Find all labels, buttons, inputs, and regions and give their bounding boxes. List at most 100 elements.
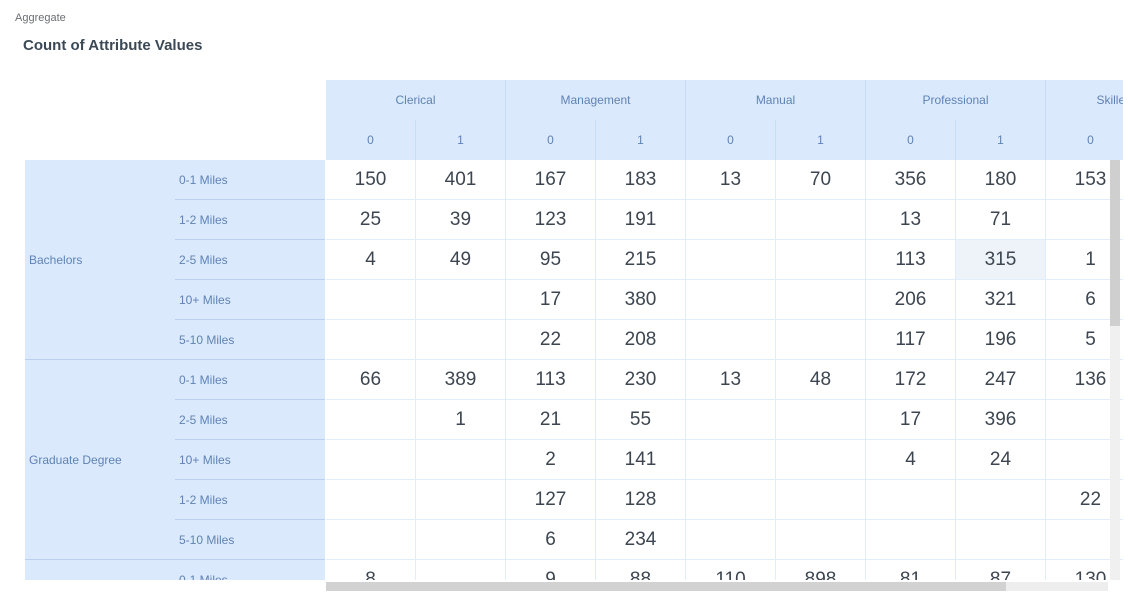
data-cell[interactable]: 39	[416, 200, 506, 240]
data-cell[interactable]	[776, 280, 866, 320]
data-cell[interactable]	[416, 520, 506, 560]
data-cell[interactable]: 167	[506, 160, 596, 200]
data-cell[interactable]: 247	[956, 360, 1046, 400]
data-cell[interactable]: 191	[596, 200, 686, 240]
subcolumn-header[interactable]: 1	[776, 120, 866, 160]
row-header[interactable]: 2-5 Miles	[175, 400, 325, 440]
data-cell[interactable]	[686, 400, 776, 440]
data-cell[interactable]	[866, 520, 956, 560]
data-cell[interactable]: 380	[596, 280, 686, 320]
data-cell[interactable]: 17	[506, 280, 596, 320]
data-cell[interactable]	[326, 520, 416, 560]
data-cell[interactable]: 21	[506, 400, 596, 440]
data-cell[interactable]: 898	[776, 560, 866, 580]
data-cell[interactable]: 196	[956, 320, 1046, 360]
row-header[interactable]: 1-2 Miles	[175, 480, 325, 520]
data-cell[interactable]: 183	[596, 160, 686, 200]
data-cell[interactable]: 113	[506, 360, 596, 400]
data-cell[interactable]: 401	[416, 160, 506, 200]
data-cell[interactable]: 130	[1046, 560, 1123, 580]
data-cell[interactable]: 87	[956, 560, 1046, 580]
data-cell[interactable]	[776, 480, 866, 520]
data-cell[interactable]: 4	[326, 240, 416, 280]
data-cell[interactable]: 230	[596, 360, 686, 400]
data-cell[interactable]	[416, 320, 506, 360]
data-cell[interactable]: 2	[506, 440, 596, 480]
subcolumn-header[interactable]: 0	[506, 120, 596, 160]
data-cell[interactable]: 95	[506, 240, 596, 280]
data-cell[interactable]: 150	[326, 160, 416, 200]
data-cell[interactable]: 128	[596, 480, 686, 520]
data-cell[interactable]	[686, 440, 776, 480]
data-cell[interactable]: 48	[776, 360, 866, 400]
horizontal-scroll-thumb[interactable]	[326, 582, 1006, 591]
data-cell[interactable]: 123	[506, 200, 596, 240]
data-cell[interactable]: 13	[686, 160, 776, 200]
data-cell[interactable]: 25	[326, 200, 416, 240]
column-header-2[interactable]: Manual	[686, 80, 866, 120]
data-cell[interactable]	[776, 520, 866, 560]
row-group-header[interactable]	[25, 560, 175, 580]
data-cell[interactable]: 356	[866, 160, 956, 200]
data-cell[interactable]	[776, 440, 866, 480]
subcolumn-header[interactable]: 0	[866, 120, 956, 160]
row-group-header[interactable]: Bachelors	[25, 160, 175, 360]
data-cell[interactable]: 234	[596, 520, 686, 560]
data-cell[interactable]: 4	[866, 440, 956, 480]
data-cell[interactable]: 24	[956, 440, 1046, 480]
row-header[interactable]: 10+ Miles	[175, 280, 325, 320]
data-cell[interactable]: 71	[956, 200, 1046, 240]
row-header[interactable]: 5-10 Miles	[175, 520, 325, 560]
data-cell[interactable]: 49	[416, 240, 506, 280]
data-cell[interactable]: 117	[866, 320, 956, 360]
subcolumn-header[interactable]: 1	[416, 120, 506, 160]
data-cell[interactable]	[956, 480, 1046, 520]
data-cell[interactable]: 9	[506, 560, 596, 580]
row-header[interactable]: 0-1 Miles	[175, 360, 325, 400]
data-cell[interactable]: 13	[866, 200, 956, 240]
data-cell[interactable]	[686, 280, 776, 320]
data-cell[interactable]	[326, 280, 416, 320]
row-header[interactable]: 5-10 Miles	[175, 320, 325, 360]
data-cell[interactable]	[686, 520, 776, 560]
data-cell[interactable]	[776, 320, 866, 360]
data-cell[interactable]: 141	[596, 440, 686, 480]
data-cell[interactable]: 17	[866, 400, 956, 440]
data-cell[interactable]	[776, 400, 866, 440]
data-cell[interactable]: 396	[956, 400, 1046, 440]
data-cell[interactable]	[416, 480, 506, 520]
data-cell[interactable]: 6	[506, 520, 596, 560]
data-cell[interactable]: 208	[596, 320, 686, 360]
data-cell[interactable]: 113	[866, 240, 956, 280]
data-cell[interactable]: 110	[686, 560, 776, 580]
data-cell[interactable]: 180	[956, 160, 1046, 200]
data-cell[interactable]: 389	[416, 360, 506, 400]
vertical-scrollbar[interactable]	[1110, 160, 1120, 580]
data-cell[interactable]: 22	[506, 320, 596, 360]
data-cell[interactable]: 172	[866, 360, 956, 400]
data-cell[interactable]	[416, 560, 506, 580]
horizontal-scrollbar[interactable]	[326, 582, 1108, 591]
data-cell[interactable]	[326, 400, 416, 440]
data-cell[interactable]	[686, 240, 776, 280]
column-header-1[interactable]: Management	[506, 80, 686, 120]
subcolumn-header[interactable]: 0	[1046, 120, 1123, 160]
column-header-3[interactable]: Professional	[866, 80, 1046, 120]
subcolumn-header[interactable]: 1	[596, 120, 686, 160]
row-header[interactable]: 10+ Miles	[175, 440, 325, 480]
data-cell[interactable]	[416, 440, 506, 480]
row-header[interactable]: 2-5 Miles	[175, 240, 325, 280]
data-cell[interactable]	[326, 440, 416, 480]
data-cell[interactable]: 127	[506, 480, 596, 520]
data-cell[interactable]: 1	[416, 400, 506, 440]
subcolumn-header[interactable]: 0	[686, 120, 776, 160]
subcolumn-header[interactable]: 0	[326, 120, 416, 160]
data-cell[interactable]: 321	[956, 280, 1046, 320]
data-cell[interactable]: 8	[326, 560, 416, 580]
data-cell[interactable]: 81	[866, 560, 956, 580]
data-cell[interactable]: 206	[866, 280, 956, 320]
data-cell[interactable]	[956, 520, 1046, 560]
data-cell[interactable]: 70	[776, 160, 866, 200]
data-cell[interactable]	[686, 200, 776, 240]
data-cell[interactable]	[686, 320, 776, 360]
